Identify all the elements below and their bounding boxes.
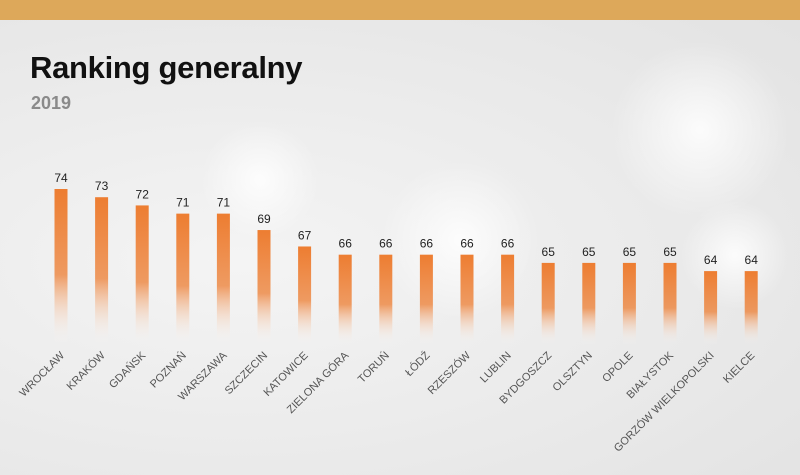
data-label: 67: [298, 228, 312, 242]
data-label: 73: [95, 179, 109, 193]
data-label: 64: [745, 253, 759, 267]
background-bokeh: [680, 200, 790, 310]
page-title: Ranking generalny: [30, 50, 303, 85]
bar: [135, 205, 149, 345]
data-label: 64: [704, 253, 718, 267]
bar: [419, 254, 433, 345]
bar: [338, 254, 352, 345]
data-label: 65: [542, 245, 556, 259]
category-label: TORUŃ: [355, 349, 392, 386]
category-label: KIELCE: [721, 350, 757, 386]
bar: [744, 271, 758, 345]
bar: [663, 262, 677, 345]
data-label: 71: [217, 196, 231, 210]
data-label: 72: [136, 187, 150, 201]
data-label: 66: [501, 237, 515, 251]
category-label: OPOLE: [600, 350, 635, 385]
category-label: ŁÓDŹ: [403, 349, 433, 379]
bar: [379, 254, 393, 345]
data-label: 66: [420, 237, 434, 251]
category-label: POZNAŃ: [147, 349, 189, 391]
data-label: 65: [663, 245, 677, 259]
category-label: KRAKÓW: [64, 349, 108, 393]
category-label: GDAŃSK: [106, 348, 149, 391]
data-label: 71: [176, 196, 190, 210]
category-label: RZESZÓW: [425, 348, 474, 397]
bar: [176, 213, 190, 345]
data-label: 66: [339, 237, 353, 251]
bar: [501, 254, 515, 345]
bar: [622, 262, 636, 345]
page-subtitle: 2019: [31, 93, 72, 113]
bar: [704, 271, 718, 345]
data-label: 74: [54, 171, 68, 185]
data-label: 66: [379, 237, 393, 251]
category-label: WROCŁAW: [17, 349, 67, 399]
data-label: 66: [460, 237, 474, 251]
bar: [582, 262, 596, 345]
category-label: LUBLIN: [478, 350, 514, 386]
bar: [257, 230, 271, 345]
top-accent-bar: [0, 0, 800, 20]
bar: [95, 197, 109, 345]
bar: [460, 254, 474, 345]
bar: [541, 262, 555, 345]
data-label: 65: [582, 245, 596, 259]
category-label: OLSZTYN: [551, 350, 595, 394]
bar: [298, 246, 312, 345]
bar: [216, 213, 230, 345]
data-label: 69: [257, 212, 271, 226]
bar: [54, 189, 68, 345]
background-bokeh: [610, 40, 790, 220]
data-label: 65: [623, 245, 637, 259]
